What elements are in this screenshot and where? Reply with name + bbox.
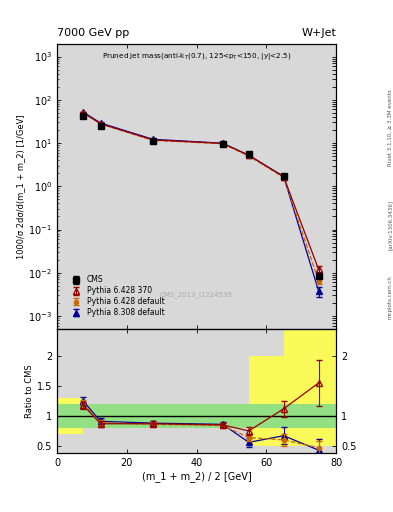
- Bar: [83, 404, 101, 428]
- Text: Pruned jet mass(anti-k$_T$(0.7), 125<p$_T$<150, |y|<2.5): Pruned jet mass(anti-k$_T$(0.7), 125<p$_…: [102, 51, 291, 61]
- Bar: [153, 404, 223, 428]
- Text: 7000 GeV pp: 7000 GeV pp: [57, 28, 129, 38]
- Bar: [57, 398, 83, 434]
- Bar: [284, 404, 336, 428]
- Bar: [101, 404, 153, 428]
- Legend: CMS, Pythia 6.428 370, Pythia 6.428 default, Pythia 8.308 default: CMS, Pythia 6.428 370, Pythia 6.428 defa…: [66, 272, 168, 320]
- Text: W+Jet: W+Jet: [301, 28, 336, 38]
- Bar: [223, 404, 249, 428]
- Bar: [83, 404, 101, 428]
- Bar: [153, 404, 223, 428]
- Text: [arXiv:1306.3436]: [arXiv:1306.3436]: [388, 200, 393, 250]
- Y-axis label: Ratio to CMS: Ratio to CMS: [25, 364, 34, 418]
- Text: mcplots.cern.ch: mcplots.cern.ch: [388, 275, 393, 319]
- Y-axis label: 1000/σ 2dσ/d(m_1 + m_2) [1/GeV]: 1000/σ 2dσ/d(m_1 + m_2) [1/GeV]: [17, 114, 26, 259]
- Text: CMS_2013_I1224539: CMS_2013_I1224539: [160, 291, 233, 298]
- Bar: [223, 404, 249, 428]
- Bar: [249, 404, 284, 428]
- X-axis label: (m_1 + m_2) / 2 [GeV]: (m_1 + m_2) / 2 [GeV]: [141, 471, 252, 482]
- Bar: [284, 326, 336, 446]
- Text: Rivet 3.1.10, ≥ 3.3M events: Rivet 3.1.10, ≥ 3.3M events: [388, 90, 393, 166]
- Bar: [57, 404, 83, 428]
- Bar: [249, 356, 284, 446]
- Bar: [101, 404, 153, 428]
